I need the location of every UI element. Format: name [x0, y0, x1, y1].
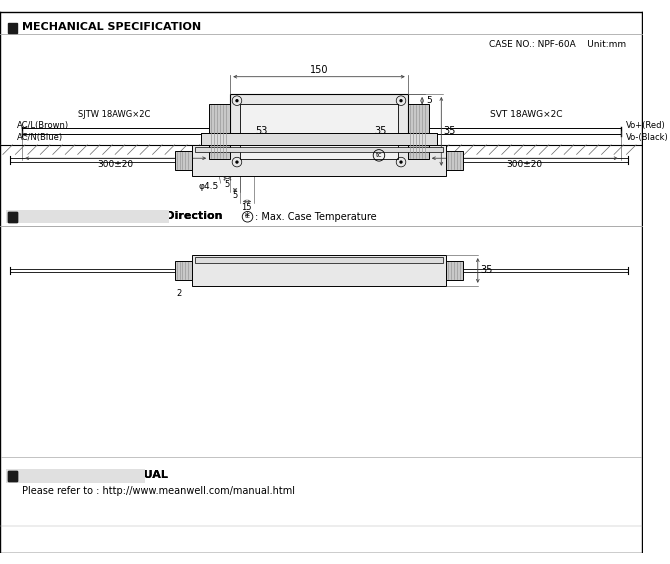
- Text: 5: 5: [224, 180, 230, 188]
- Text: 150: 150: [310, 65, 328, 75]
- Text: INSTALLATION MANUAL: INSTALLATION MANUAL: [22, 470, 168, 480]
- Text: 35: 35: [444, 126, 456, 136]
- Bar: [175, 261, 192, 280]
- Text: 15: 15: [241, 202, 252, 212]
- Text: tc: tc: [376, 152, 383, 158]
- Circle shape: [400, 100, 402, 102]
- Text: MECHANICAL SPECIFICATION: MECHANICAL SPECIFICATION: [22, 22, 201, 32]
- Bar: [202, 133, 437, 145]
- Text: Recommend Mounting Direction: Recommend Mounting Direction: [22, 211, 222, 221]
- Text: SJTW 18AWG×2C: SJTW 18AWG×2C: [78, 109, 150, 118]
- Text: Recommend Mounting Direction: Recommend Mounting Direction: [22, 211, 222, 221]
- Bar: [7, 212, 17, 222]
- Bar: [230, 94, 408, 169]
- Text: 35: 35: [480, 266, 492, 275]
- Bar: [195, 257, 444, 263]
- Circle shape: [236, 161, 238, 163]
- Text: 2: 2: [177, 289, 182, 298]
- Bar: [175, 151, 192, 170]
- Bar: [7, 471, 17, 481]
- Text: 35: 35: [375, 126, 387, 136]
- Text: 5: 5: [426, 96, 431, 105]
- Circle shape: [400, 161, 402, 163]
- Text: AC/L(Brown): AC/L(Brown): [17, 121, 70, 130]
- Text: 300±20: 300±20: [98, 160, 134, 169]
- Bar: [209, 104, 230, 159]
- Bar: [408, 104, 429, 159]
- Bar: [446, 261, 464, 280]
- Bar: [192, 255, 446, 286]
- Text: AC/N(Blue): AC/N(Blue): [17, 133, 64, 142]
- Text: tc: tc: [245, 214, 251, 219]
- Text: INSTALLATION MANUAL: INSTALLATION MANUAL: [22, 470, 168, 480]
- Text: : Max. Case Temperature: : Max. Case Temperature: [255, 212, 377, 222]
- Text: Vo-(Black): Vo-(Black): [626, 133, 668, 142]
- Bar: [192, 145, 446, 175]
- Bar: [7, 471, 17, 481]
- Bar: [6, 210, 169, 223]
- Text: Vo+(Red): Vo+(Red): [626, 121, 665, 130]
- Text: *: *: [245, 212, 253, 222]
- Circle shape: [236, 100, 238, 102]
- Text: 5: 5: [232, 191, 238, 200]
- Text: φ4.5: φ4.5: [198, 182, 218, 191]
- Text: CASE NO.: NPF-60A    Unit:mm: CASE NO.: NPF-60A Unit:mm: [489, 39, 626, 49]
- Bar: [6, 469, 145, 483]
- Bar: [446, 151, 464, 170]
- Bar: [7, 212, 17, 222]
- Bar: [240, 104, 398, 159]
- Text: Please refer to : http://www.meanwell.com/manual.html: Please refer to : http://www.meanwell.co…: [22, 486, 295, 496]
- Text: 300±20: 300±20: [507, 160, 543, 169]
- Text: SVT 18AWG×2C: SVT 18AWG×2C: [490, 109, 563, 118]
- Bar: [195, 147, 444, 152]
- Bar: [7, 23, 17, 33]
- Text: 53: 53: [255, 126, 267, 136]
